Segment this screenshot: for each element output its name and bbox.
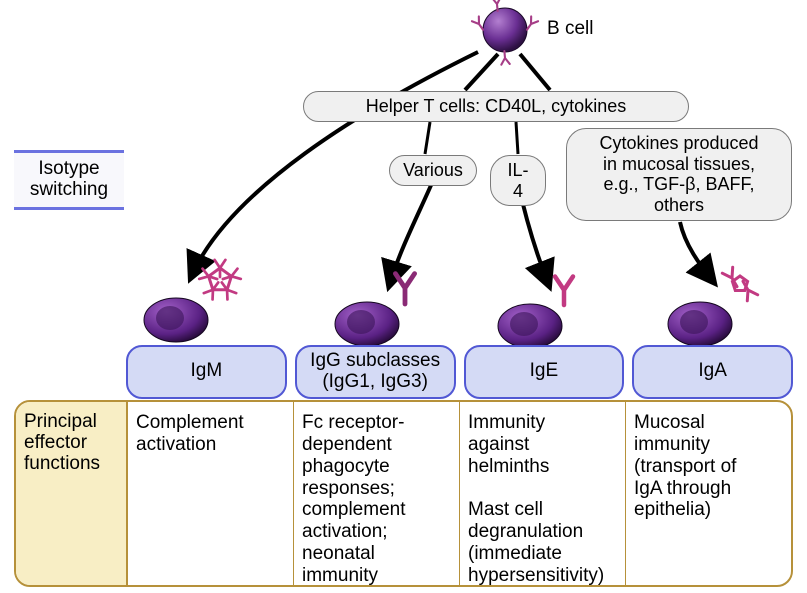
mucosal-pill: Cytokines produced in mucosal tissues, e… bbox=[566, 128, 792, 221]
function-cell: Immunity against helminths Mast cell deg… bbox=[459, 402, 625, 585]
helper-t-pill: Helper T cells: CD40L, cytokines bbox=[303, 91, 689, 122]
plasma-cell-icon bbox=[498, 277, 573, 349]
isotype-class-row: IgMIgG subclasses (IgG1, IgG3)IgEIgA bbox=[126, 345, 793, 399]
function-cell: Fc receptor- dependent phagocyte respons… bbox=[293, 402, 459, 585]
plasma-cell-icon bbox=[335, 274, 415, 346]
isotype-switching-label: Isotype switching bbox=[14, 150, 124, 210]
isotype-class-cell: IgM bbox=[126, 345, 287, 399]
plasma-cell-icon bbox=[668, 267, 758, 346]
b-cell-label: B cell bbox=[547, 18, 593, 40]
isotype-class-cell: IgE bbox=[464, 345, 625, 399]
function-cell: Mucosal immunity (transport of IgA throu… bbox=[625, 402, 791, 585]
function-cell: Complement activation bbox=[128, 402, 293, 585]
isotype-class-cell: IgG subclasses (IgG1, IgG3) bbox=[295, 345, 456, 399]
b-cell-icon bbox=[472, 0, 538, 65]
functions-header: Principal effector functions bbox=[16, 402, 128, 585]
il4-pill: IL-4 bbox=[490, 155, 546, 206]
functions-table: Principal effector functions Complement … bbox=[14, 400, 793, 587]
plasma-cell-icon bbox=[144, 260, 241, 342]
isotype-class-cell: IgA bbox=[632, 345, 793, 399]
various-pill: Various bbox=[389, 155, 477, 186]
